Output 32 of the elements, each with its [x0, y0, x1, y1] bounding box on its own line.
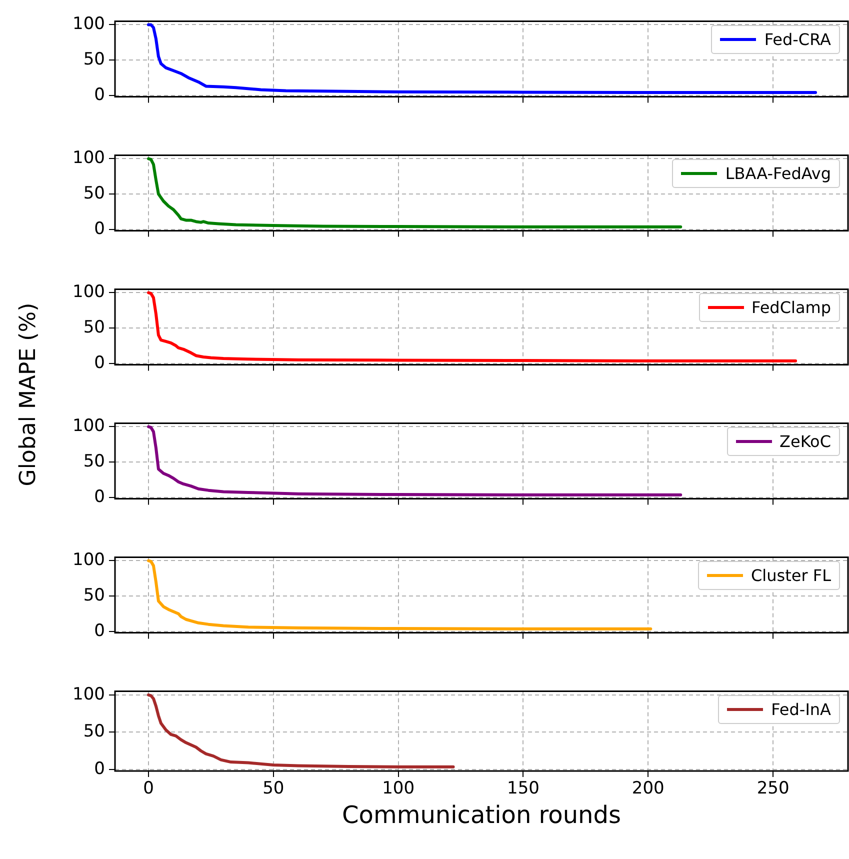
- y-tick-label: 50: [83, 49, 105, 70]
- x-axis-title: Communication rounds: [341, 801, 622, 829]
- y-tick-label: 100: [72, 14, 105, 34]
- y-tick-label: 0: [94, 758, 105, 779]
- y-tick-label: 100: [72, 550, 105, 570]
- legend-label: Cluster FL: [751, 566, 831, 585]
- y-tick-label: 0: [94, 218, 105, 239]
- y-tick-label: 50: [83, 585, 105, 606]
- x-tick-label: 200: [632, 778, 664, 799]
- y-tick-label: 0: [94, 620, 105, 641]
- y-tick-label: 50: [83, 451, 105, 472]
- y-tick-label: 50: [83, 183, 105, 204]
- y-tick-label: 100: [72, 416, 105, 436]
- y-tick-label: 0: [94, 352, 105, 373]
- y-tick-label: 50: [83, 317, 105, 338]
- y-tick-label: 100: [72, 148, 105, 168]
- legend-label: Fed-CRA: [764, 30, 831, 49]
- x-tick-label: 250: [756, 778, 790, 799]
- y-tick-label: 0: [94, 486, 105, 507]
- y-tick-label: 50: [83, 722, 105, 742]
- y-axis-title: Global MAPE (%): [16, 302, 41, 486]
- legend-label: ZeKoC: [780, 432, 831, 451]
- legend-label: Fed-InA: [771, 700, 831, 719]
- x-tick-label: 50: [262, 778, 284, 799]
- y-tick-label: 100: [72, 282, 105, 302]
- x-tick-label: 100: [382, 778, 415, 799]
- x-tick-label: 150: [506, 778, 540, 799]
- legend-label: FedClamp: [752, 298, 831, 317]
- legend-label: LBAA-FedAvg: [725, 164, 831, 183]
- x-tick-label: 0: [143, 778, 154, 799]
- y-tick-label: 0: [94, 84, 105, 105]
- y-tick-label: 100: [72, 684, 105, 704]
